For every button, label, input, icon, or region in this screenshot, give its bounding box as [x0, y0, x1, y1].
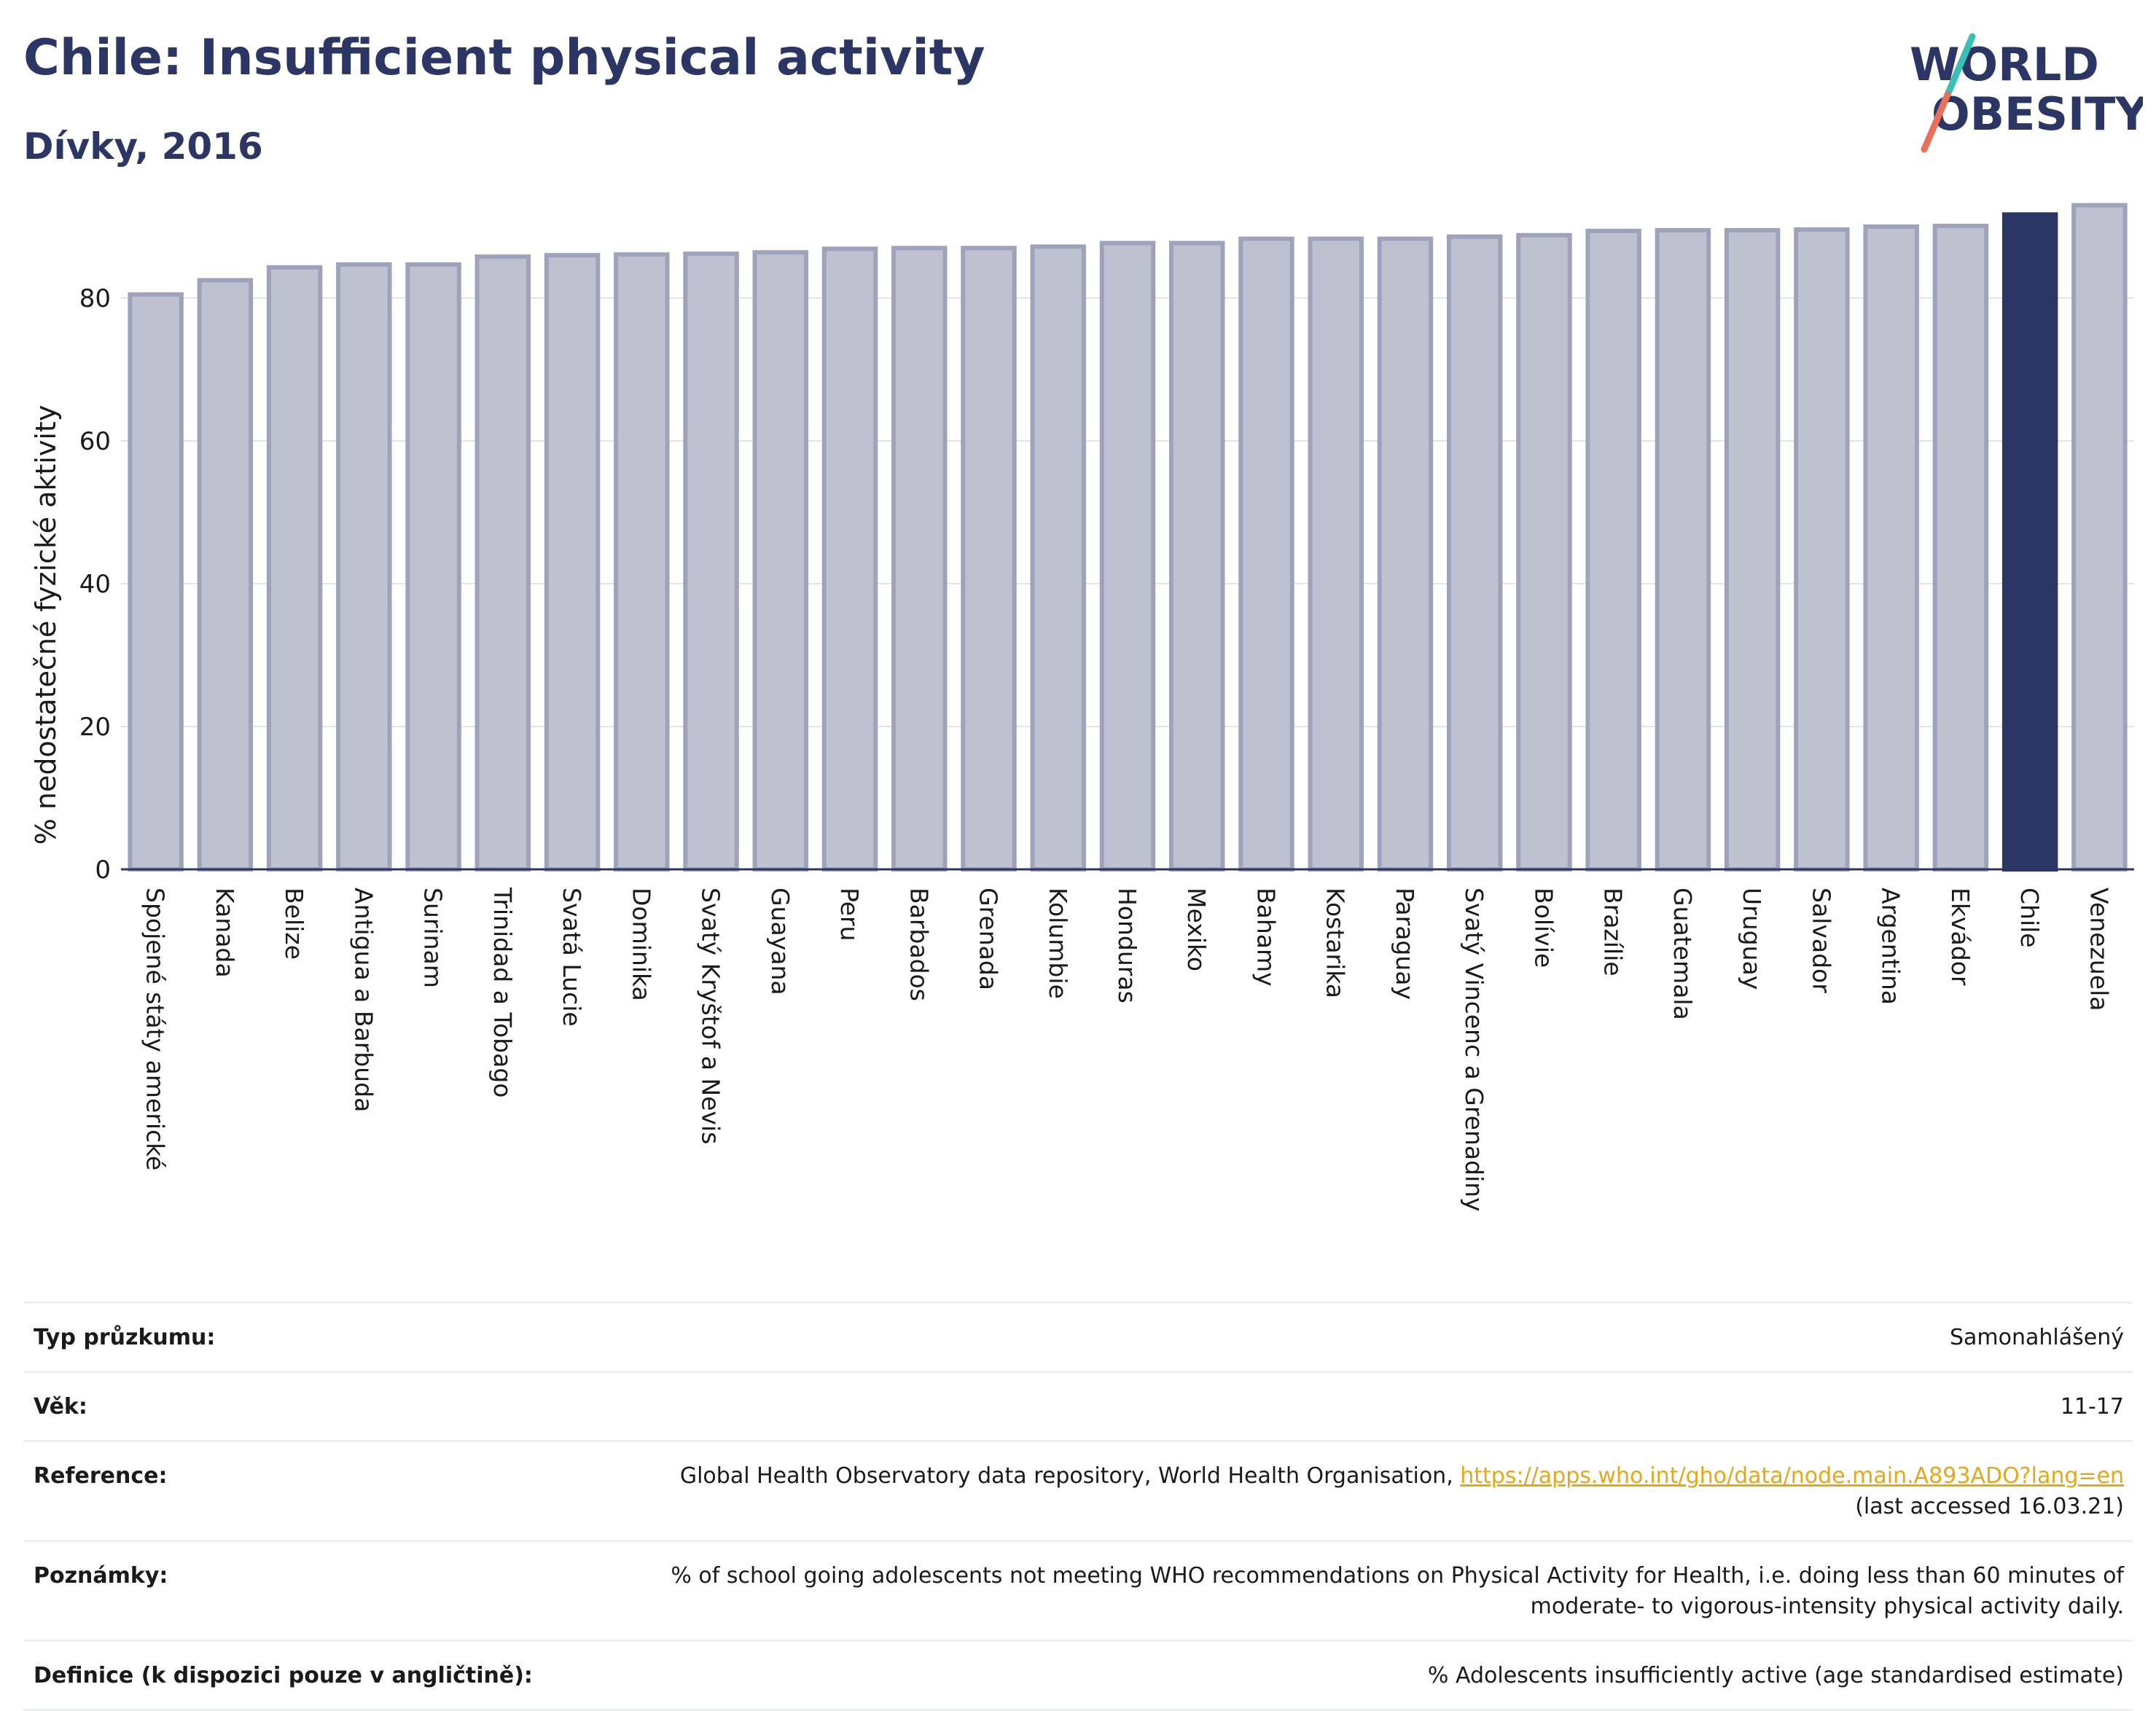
y-tick-label: 60 [79, 427, 111, 456]
bar [614, 252, 670, 872]
logo-coral-slash [1921, 91, 1951, 153]
x-tick-label: Bolívie [1529, 888, 1558, 968]
x-tick-label: Svatý Kryštof a Nevis [697, 888, 725, 1144]
info-value: Samonahlášený [1950, 1325, 2124, 1350]
y-tick-label: 20 [79, 713, 111, 742]
bar [128, 292, 184, 872]
y-axis-label: % nedostatečné fyzické aktivity [30, 405, 62, 845]
x-tick-label: Belize [280, 888, 308, 960]
bar [1238, 236, 1294, 872]
info-label: Reference: [34, 1463, 168, 1489]
x-tick-label: Paraguay [1391, 888, 1419, 1000]
info-table: Typ průzkumu: Samonahlášený Věk: 11-17 R… [23, 1301, 2133, 1711]
info-label: Poznámky: [34, 1563, 168, 1589]
info-label: Typ průzkumu: [34, 1325, 216, 1350]
bar [961, 246, 1017, 872]
info-row-age: Věk: 11-17 [23, 1373, 2133, 1442]
x-tick-label: Kolumbie [1044, 888, 1072, 999]
bar [1169, 240, 1225, 872]
info-row-notes: Poznámky: % of school going adolescents … [23, 1542, 2133, 1642]
axes: 0 20 40 60 80 Spojené státy americké Kanada Bel… [79, 284, 2134, 1212]
reference-text: Global Health Observatory data repositor… [679, 1463, 1461, 1489]
bar [2071, 203, 2128, 872]
x-tick-label: Kostarika [1321, 888, 1350, 998]
logo-teal-slash [1944, 33, 1976, 98]
y-tick-label: 80 [79, 284, 111, 313]
bar [1308, 236, 1364, 872]
info-value: % of school going adolescents not meetin… [671, 1563, 2124, 1619]
x-tick-label: Mexiko [1182, 888, 1211, 971]
bar [1585, 228, 1641, 872]
bar [1446, 234, 1503, 872]
info-row-definition: Definice (k dispozici pouze v angličtině… [23, 1642, 2133, 1711]
bar [544, 253, 601, 872]
x-tick-label: Honduras [1113, 888, 1141, 1003]
x-tick-label: Grenada [975, 888, 1003, 990]
bar [1794, 227, 1850, 872]
bar [1863, 224, 1919, 872]
x-tick-label: Peru [835, 888, 864, 941]
x-tick-label: Antigua a Barbuda [349, 888, 378, 1112]
bar [474, 254, 531, 872]
x-tick-label: Uruguay [1738, 888, 1766, 990]
bar [1516, 232, 1572, 872]
x-tick-label: Surinam [419, 888, 448, 988]
bars [128, 203, 2128, 872]
x-tick-label: Salvador [1807, 888, 1835, 993]
info-row-survey-type: Typ průzkumu: Samonahlášený [23, 1304, 2133, 1373]
x-tick-label: Argentina [1877, 888, 1905, 1005]
info-value: 11-17 [2060, 1394, 2124, 1420]
x-tick-label: Venezuela [2085, 888, 2113, 1011]
y-tick-label: 40 [79, 570, 111, 599]
bar [405, 262, 461, 872]
info-row-reference: Reference: Global Health Observatory dat… [23, 1442, 2133, 1542]
x-tick-label: Kanada [211, 888, 239, 978]
logo-line1: WORLD [1910, 38, 2099, 91]
bar-chart: 0 20 40 60 80 Spojené státy americké Kanada Bel… [30, 203, 2134, 1212]
bar [891, 246, 948, 872]
x-tick-label: Svatý Vincenc a Grenadiny [1460, 888, 1488, 1212]
page-title: Chile: Insufficient physical activity [23, 29, 985, 87]
x-tick-label: Ekvádor [1946, 888, 1975, 986]
logo-line2: OBESITY [1932, 87, 2143, 141]
bar [266, 265, 323, 872]
x-tick-label: Bahamy [1251, 888, 1280, 987]
bar [1377, 236, 1434, 872]
reference-link[interactable]: https://apps.who.int/gho/data/node.main.… [1460, 1463, 2124, 1489]
x-tick-label: Dominika [627, 888, 655, 1001]
x-tick-label: Trinidad a Tobago [488, 887, 517, 1098]
page-subtitle: Dívky, 2016 [23, 125, 263, 168]
x-tick-label: Guatemala [1668, 888, 1697, 1020]
world-obesity-logo: WORLD OBESITY [1910, 33, 2143, 153]
x-tick-label: Brazílie [1599, 888, 1628, 976]
info-label: Věk: [34, 1394, 87, 1420]
bar [1099, 240, 1156, 872]
bar [821, 246, 878, 872]
bar [197, 278, 254, 872]
info-value: % Adolescents insufficiently active (age… [1427, 1663, 2124, 1688]
bar [1655, 227, 1711, 872]
y-tick-label: 0 [95, 856, 111, 885]
bar [2001, 212, 2058, 872]
bar [752, 250, 809, 872]
x-tick-label: Guayana [766, 888, 794, 995]
bar [1724, 227, 1781, 872]
bar [1030, 244, 1086, 872]
x-tick-label: Svatá Lucie [558, 888, 586, 1027]
bar [336, 262, 392, 872]
bar [683, 251, 739, 872]
bar [1932, 224, 1989, 872]
info-label: Definice (k dispozici pouze v angličtině… [34, 1663, 533, 1688]
x-tick-label: Barbados [905, 888, 933, 1001]
x-tick-label: Spojené státy americké [141, 888, 170, 1170]
info-value-reference: Global Health Observatory data repositor… [680, 1461, 2124, 1522]
reference-accessed: (last accessed 16.03.21) [1855, 1494, 2124, 1519]
x-tick-label: Chile [2015, 888, 2044, 948]
